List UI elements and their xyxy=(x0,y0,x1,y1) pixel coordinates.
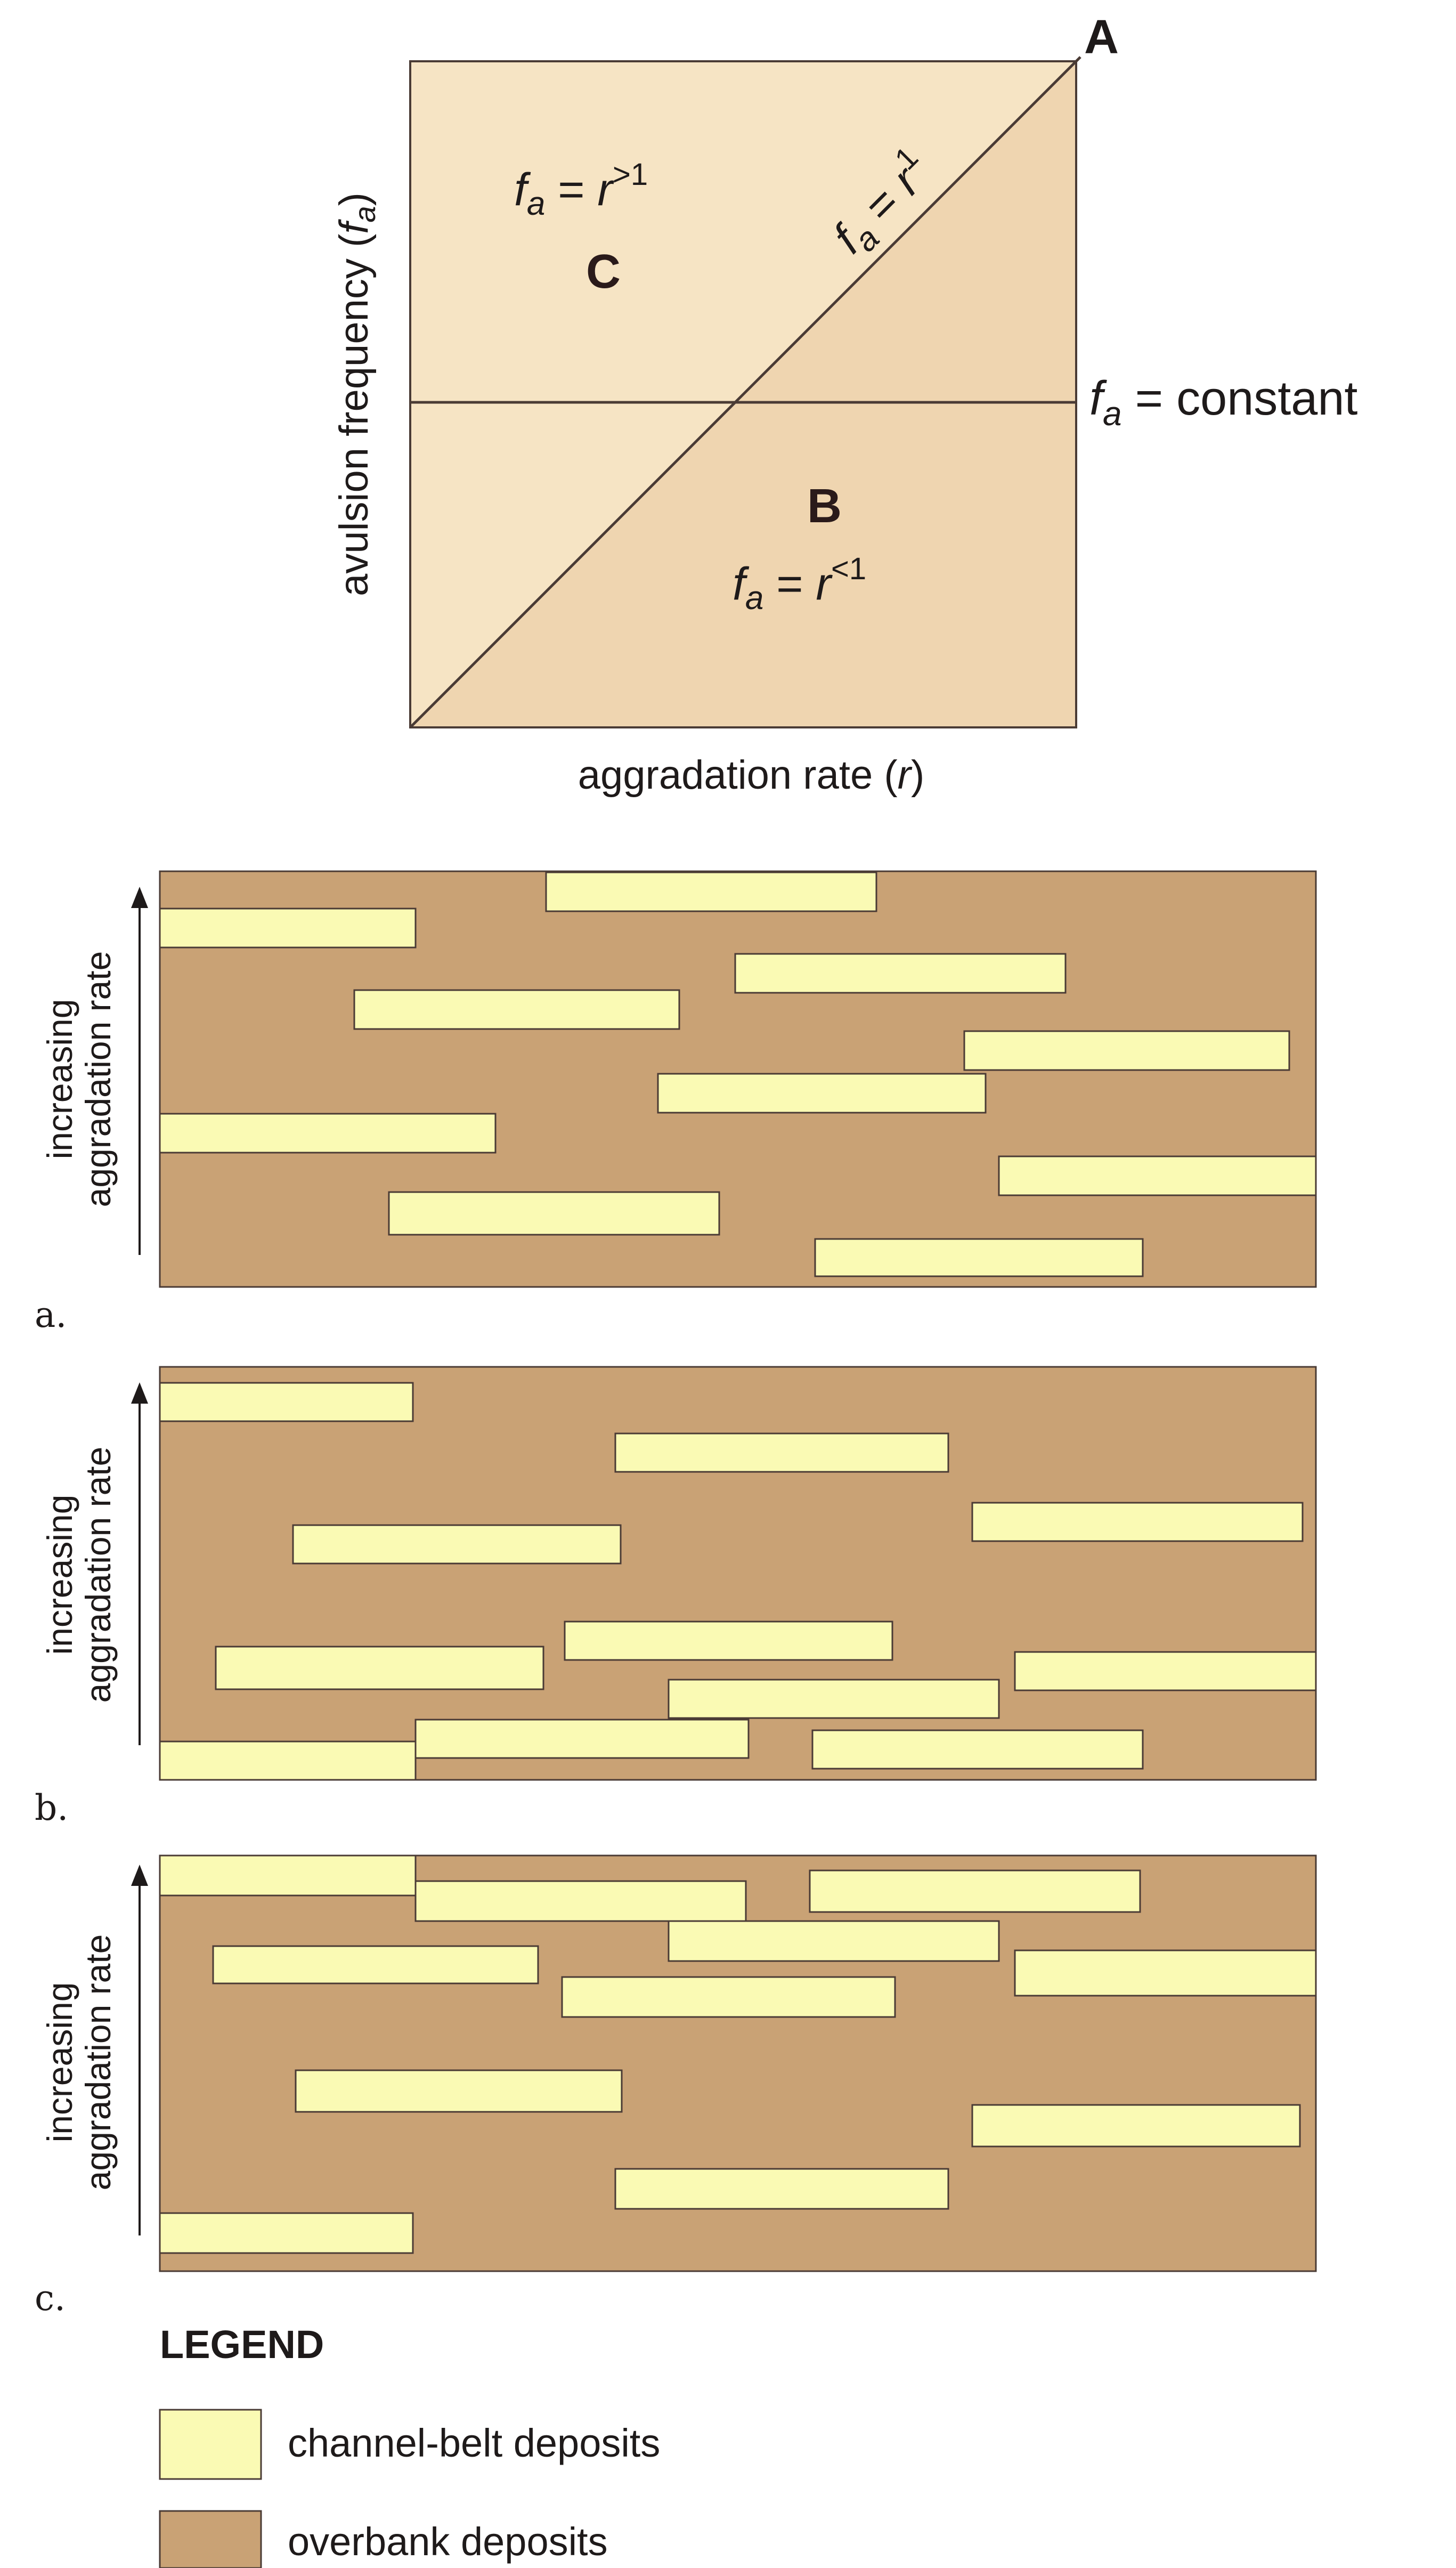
legend-swatch-overbank xyxy=(159,2510,262,2568)
legend-label-channel-belt: channel-belt deposits xyxy=(288,2421,660,2465)
channel-belt-6 xyxy=(657,1073,987,1114)
channel-belt-4 xyxy=(353,989,680,1030)
aggradation-label: increasingaggradation rate xyxy=(40,1447,118,1703)
channel-belt-1 xyxy=(545,871,877,912)
channel-belt-7 xyxy=(561,1976,896,2018)
channel-belt-10 xyxy=(814,1238,1144,1277)
channel-belt-3 xyxy=(971,1502,1304,1542)
channel-belt-9 xyxy=(971,2104,1301,2148)
channel-belt-7 xyxy=(1014,1651,1317,1691)
channel-belt-8 xyxy=(998,1155,1317,1196)
equation-b: fa = r<1 xyxy=(733,552,866,617)
panel-c: increasingaggradation rate c. xyxy=(35,1854,1317,2319)
equation-c: fa = r>1 xyxy=(514,157,648,222)
channel-belt-7 xyxy=(159,1113,497,1154)
y-axis-label: avulsion frequency (fa) xyxy=(331,192,381,596)
channel-belt-5 xyxy=(564,1621,893,1661)
channel-belt-3 xyxy=(414,1880,747,1922)
channel-belt-1 xyxy=(159,1382,414,1422)
channel-belt-5 xyxy=(212,1945,539,1984)
panel-a: increasingaggradation rate a. xyxy=(35,870,1317,1335)
channel-belt-10 xyxy=(811,1729,1144,1770)
channel-belt-11 xyxy=(159,2212,414,2254)
channel-belt-11 xyxy=(159,1740,417,1781)
channel-belt-4 xyxy=(292,1524,622,1565)
equation-constant: fa = constant xyxy=(1089,372,1357,433)
channel-belt-2 xyxy=(809,1869,1141,1913)
channel-belt-2 xyxy=(159,908,417,949)
panel-letter: b. xyxy=(35,1787,68,1828)
channel-belt-5 xyxy=(963,1030,1290,1071)
channel-belt-9 xyxy=(414,1719,750,1759)
region-c-label: C xyxy=(586,245,621,298)
channel-belt-4 xyxy=(668,1920,1000,1962)
panel-letter: c. xyxy=(35,2278,66,2319)
channel-belt-9 xyxy=(388,1191,720,1236)
channel-belt-2 xyxy=(614,1432,949,1473)
channel-belt-8 xyxy=(295,2069,623,2113)
legend-title: LEGEND xyxy=(160,2322,324,2367)
channel-belt-1 xyxy=(159,1854,417,1897)
channel-belt-10 xyxy=(614,2168,949,2210)
channel-belt-6 xyxy=(215,1646,544,1690)
region-b-label: B xyxy=(807,480,842,533)
avulsion-chart: A C B fa = r>1 fa = r<1 fa = r1 fa = con… xyxy=(331,11,1357,798)
channel-belt-8 xyxy=(668,1679,1000,1719)
legend-swatch-channel-belt xyxy=(159,2409,262,2480)
legend-label-overbank: overbank deposits xyxy=(288,2520,608,2564)
channel-belt-6 xyxy=(1014,1949,1317,1997)
corner-label-a: A xyxy=(1084,11,1119,64)
panel-letter: a. xyxy=(35,1294,67,1335)
x-axis-label: aggradation rate (r) xyxy=(578,752,925,798)
legend: LEGEND channel-belt deposits overbank de… xyxy=(159,2322,660,2568)
aggradation-label: increasingaggradation rate xyxy=(40,951,118,1208)
panel-b: increasingaggradation rate b. xyxy=(35,1366,1317,1828)
aggradation-label: increasingaggradation rate xyxy=(40,1934,118,2191)
channel-belt-3 xyxy=(734,953,1067,994)
chart-frame xyxy=(409,60,1077,728)
diagonal-line xyxy=(409,56,1081,728)
